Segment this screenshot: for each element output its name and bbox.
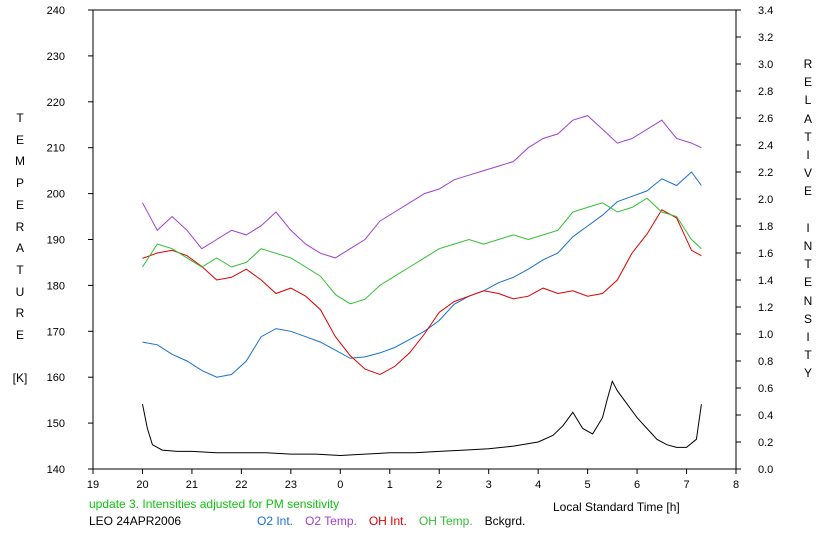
axis-label-letter: [K] [12,371,28,386]
left-tick-label: 230 [47,51,65,63]
series-line-o2-temp [142,115,702,259]
axis-label-letter: V [803,166,812,181]
axis-label-letter: T [804,257,812,272]
axis-label-letter: A [15,241,24,256]
right-tick-label: 2.8 [758,86,773,98]
x-tick-label: 3 [486,479,492,491]
left-y-axis-ticks: 140 150 160 170 180 190 200 210 220 230 240 [47,5,93,476]
x-tick-label: 0 [337,479,343,491]
site-date-label: LEO 24APR2006 [89,514,182,528]
right-tick-label: 1.2 [758,302,773,314]
right-tick-label: 0.2 [758,437,773,449]
axis-label-letter: M [15,154,25,169]
right-y-axis-ticks: 0.0 0.2 0.4 0.6 0.8 1.0 1.2 1.4 1.6 1.8 2.0 2.2 2.4 2… [736,5,773,476]
x-tick-label: 20 [136,479,148,491]
left-tick-label: 170 [47,326,65,338]
axis-label-letter: E [803,275,812,290]
axis-label-letter: Y [803,366,812,381]
right-tick-label: 1.8 [758,221,773,233]
series-line-bckgrd [142,379,702,457]
x-tick-label: 5 [585,479,591,491]
legend-item-o2-temp: O2 Temp. [305,514,357,528]
series-line-oh-int [142,209,702,376]
x-tick-label: 1 [387,479,393,491]
axis-label-letter [800,201,816,219]
axis-label-letter: R [15,306,25,321]
axis-label-letter: E [15,197,24,212]
left-tick-label: 200 [47,189,65,201]
axis-label-letter: T [804,348,812,363]
right-tick-label: 1.4 [758,275,773,287]
axis-label-letter: E [15,328,24,343]
series-line-oh-temp [142,197,702,305]
right-tick-label: 0.4 [758,410,773,422]
right-tick-label: 2.4 [758,140,773,152]
series-line-o2-int [142,171,702,378]
left-tick-label: 190 [47,235,65,247]
axis-label-letter: U [15,284,25,299]
x-axis-label: Local Standard Time [h] [553,500,680,514]
legend-item-oh-int: OH Int. [368,514,407,528]
right-tick-label: 1.0 [758,329,773,341]
legend-item-o2-int: O2 Int. [257,514,294,528]
x-axis-ticks: 19 20 21 22 23 0 1 2 3 4 5 6 7 8 [87,469,739,491]
right-tick-label: 2.2 [758,167,773,179]
x-tick-label: 22 [235,479,247,491]
axis-label-letter: N [803,293,813,308]
left-tick-label: 160 [47,372,65,384]
x-tick-label: 8 [733,479,739,491]
axis-label-letter: N [803,239,813,254]
axis-label-letter: T [16,111,24,125]
left-tick-label: 210 [47,143,65,155]
legend: O2 Int. O2 Temp. OH Int. OH Temp. Bckgrd. [257,514,537,528]
series-layer [142,115,702,457]
axis-label-letter: E [803,184,812,199]
legend-item-oh-temp: OH Temp. [418,514,473,528]
left-tick-label: 240 [47,5,65,17]
axis-label-letter: T [16,262,24,277]
x-tick-label: 23 [285,479,297,491]
left-tick-label: 140 [47,464,65,476]
axis-label-letter: S [803,311,812,326]
axis-label-letter: A [803,111,812,126]
right-tick-label: 0.0 [758,464,773,476]
legend-item-bckgrd: Bckgrd. [484,514,526,528]
axis-label-letter: I [806,220,810,235]
left-tick-label: 180 [47,280,65,292]
axis-label-letter: P [15,176,24,191]
right-tick-label: 2.6 [758,113,773,125]
x-tick-label: 7 [683,479,689,491]
right-tick-label: 3.0 [758,59,773,71]
footer-note: update 3. Intensities adjusted for PM se… [89,497,340,511]
axis-label-letter: T [804,129,812,144]
axis-label-letter: E [803,75,812,90]
right-tick-label: 0.6 [758,383,773,395]
x-tick-label: 4 [535,479,541,491]
axis-label-letter [12,347,28,369]
x-tick-label: 21 [186,479,198,491]
axis-label-letter: R [15,219,25,234]
right-tick-label: 2.0 [758,194,773,206]
right-tick-label: 0.8 [758,356,773,368]
x-tick-label: 2 [436,479,442,491]
axis-label-letter: I [806,148,810,163]
axis-label-letter: L [804,93,812,108]
plot-frame [92,9,737,470]
left-tick-label: 150 [47,418,65,430]
right-tick-label: 1.6 [758,248,773,260]
right-tick-label: 3.4 [758,5,773,17]
left-tick-label: 220 [47,97,65,109]
axis-label-letter: E [15,132,24,147]
axis-label-letter: I [806,330,810,345]
x-tick-label: 6 [634,479,640,491]
axis-label-letter: R [803,57,813,71]
x-tick-label: 19 [87,479,99,491]
right-tick-label: 3.2 [758,32,773,44]
